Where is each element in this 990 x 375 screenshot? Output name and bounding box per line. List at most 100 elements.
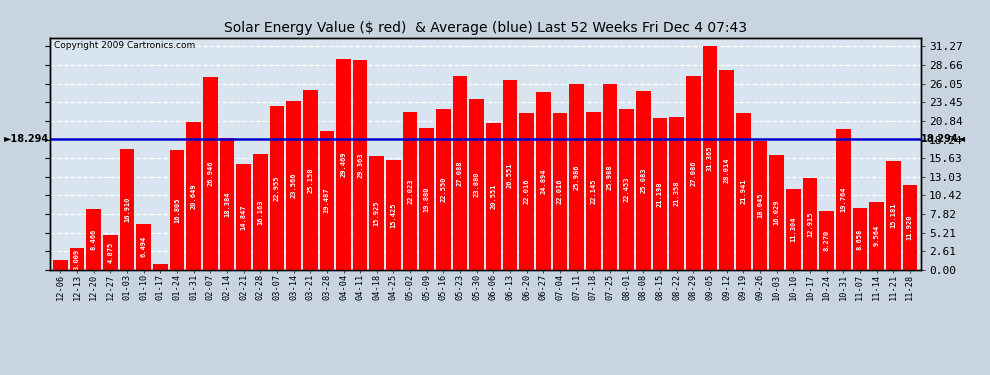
Bar (736, 113, 750, 270)
Text: 14.847: 14.847 (241, 204, 247, 230)
Bar (820, 211, 834, 270)
Bar (53, 260, 67, 270)
Text: 27.086: 27.086 (690, 160, 696, 186)
Bar (569, 84, 584, 270)
Bar (269, 106, 284, 270)
Bar (836, 129, 850, 270)
Text: 15.925: 15.925 (374, 200, 380, 226)
Text: 8.658: 8.658 (857, 228, 863, 250)
Text: 3.009: 3.009 (74, 249, 80, 270)
Bar (903, 185, 917, 270)
Bar (652, 118, 667, 270)
Bar (303, 90, 318, 270)
Bar (369, 156, 384, 270)
Text: 22.453: 22.453 (624, 177, 630, 203)
Bar (769, 155, 784, 270)
Text: 25.986: 25.986 (574, 164, 580, 190)
Text: 27.088: 27.088 (457, 160, 463, 186)
Text: 15.425: 15.425 (390, 202, 396, 228)
Bar (703, 46, 718, 270)
Bar (852, 208, 867, 270)
Text: 4.875: 4.875 (107, 242, 113, 263)
Bar (86, 209, 101, 270)
Text: 9.564: 9.564 (873, 225, 879, 246)
Bar (352, 60, 367, 270)
Title: Solar Energy Value ($ red)  & Average (blue) Last 52 Weeks Fri Dec 4 07:43: Solar Energy Value ($ red) & Average (bl… (224, 21, 746, 35)
Bar (636, 90, 650, 270)
Text: 18.384: 18.384 (224, 192, 230, 217)
Bar (220, 138, 235, 270)
Bar (803, 178, 818, 270)
Text: 22.145: 22.145 (590, 178, 596, 204)
Text: 16.805: 16.805 (174, 197, 180, 223)
Text: 21.941: 21.941 (741, 179, 746, 204)
Text: 20.551: 20.551 (490, 184, 496, 209)
Bar (752, 141, 767, 270)
Text: 8.466: 8.466 (91, 229, 97, 251)
Text: 25.083: 25.083 (641, 168, 646, 193)
Bar (786, 189, 801, 270)
Text: 21.358: 21.358 (673, 181, 680, 206)
Text: 25.988: 25.988 (607, 164, 613, 190)
Bar (620, 110, 634, 270)
Bar (437, 109, 450, 270)
Text: 11.920: 11.920 (907, 214, 913, 240)
Text: 31.365: 31.365 (707, 145, 713, 171)
Text: 23.566: 23.566 (290, 173, 297, 198)
Bar (252, 154, 267, 270)
Bar (69, 249, 84, 270)
Bar (169, 150, 184, 270)
Text: 19.880: 19.880 (424, 186, 430, 211)
Bar (503, 80, 518, 270)
Text: 19.487: 19.487 (324, 188, 330, 213)
Bar (386, 160, 401, 270)
Bar (486, 123, 501, 270)
Text: 16.029: 16.029 (773, 200, 779, 225)
Text: 19.764: 19.764 (841, 186, 846, 212)
Bar (720, 70, 734, 270)
Bar (203, 77, 218, 270)
Text: 28.014: 28.014 (724, 157, 730, 183)
Text: 11.304: 11.304 (790, 217, 796, 242)
Bar (469, 99, 484, 270)
Bar (103, 235, 118, 270)
Text: 29.469: 29.469 (341, 152, 346, 177)
Text: 18.294◄: 18.294◄ (921, 134, 966, 144)
Bar (320, 130, 335, 270)
Bar (186, 122, 201, 270)
Bar (586, 112, 601, 270)
Text: 18.045: 18.045 (757, 193, 763, 218)
Text: 25.158: 25.158 (307, 167, 313, 193)
Text: 21.198: 21.198 (657, 182, 663, 207)
Bar (137, 224, 150, 270)
Bar (120, 149, 135, 270)
Text: 16.910: 16.910 (124, 197, 130, 222)
Text: 8.270: 8.270 (824, 230, 830, 251)
Bar (669, 117, 684, 270)
Text: 12.915: 12.915 (807, 211, 813, 237)
Text: 26.551: 26.551 (507, 162, 513, 188)
Text: 6.494: 6.494 (141, 236, 147, 257)
Text: 20.649: 20.649 (191, 183, 197, 209)
Text: 22.016: 22.016 (557, 178, 563, 204)
Bar (337, 59, 350, 270)
Bar (237, 164, 250, 270)
Text: 22.023: 22.023 (407, 178, 413, 204)
Text: ►18.294: ►18.294 (4, 134, 50, 144)
Text: 23.880: 23.880 (474, 172, 480, 197)
Text: 22.955: 22.955 (274, 175, 280, 201)
Bar (886, 161, 901, 270)
Text: 22.550: 22.550 (441, 177, 446, 202)
Bar (286, 101, 301, 270)
Bar (403, 112, 418, 270)
Text: 15.181: 15.181 (890, 203, 896, 228)
Text: 22.016: 22.016 (524, 178, 530, 204)
Text: Copyright 2009 Cartronics.com: Copyright 2009 Cartronics.com (53, 41, 195, 50)
Text: 24.894: 24.894 (541, 168, 546, 194)
Text: 29.363: 29.363 (357, 152, 363, 178)
Bar (420, 128, 435, 270)
Bar (869, 202, 884, 270)
Bar (452, 76, 467, 270)
Text: 26.946: 26.946 (207, 161, 213, 186)
Bar (552, 112, 567, 270)
